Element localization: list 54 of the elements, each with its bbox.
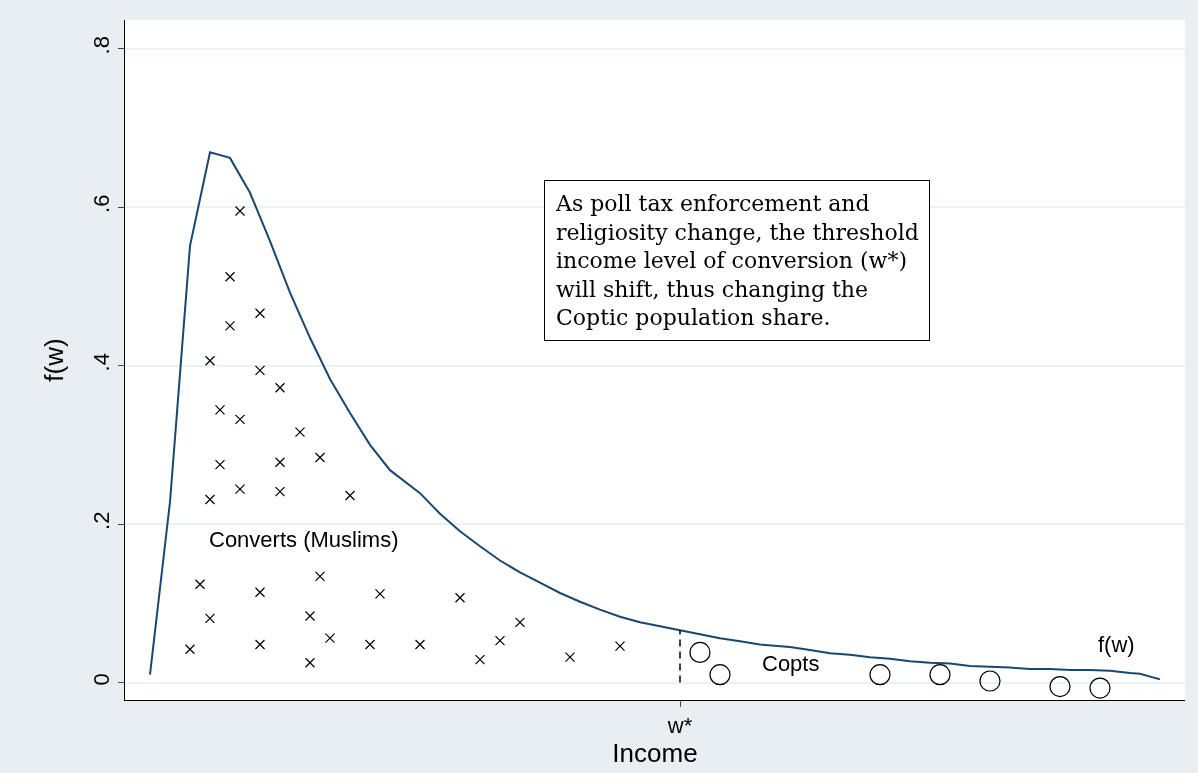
point — [614, 641, 626, 652]
point — [224, 320, 236, 332]
y-tick-label: .2 — [89, 511, 115, 530]
point — [194, 579, 206, 590]
annotation: As poll tax enforcement and religiosity change, the threshold income level of conversion (w*) will shift, thus changing the Coptic population share. — [555, 191, 919, 331]
annotation: f(w) — [1098, 632, 1135, 657]
point — [709, 664, 731, 686]
point — [1049, 675, 1071, 698]
point — [979, 670, 1001, 692]
point — [1089, 677, 1111, 699]
point — [294, 427, 306, 438]
y-axis-title: f(w) — [39, 338, 69, 382]
point — [869, 664, 891, 686]
point — [364, 639, 376, 650]
point — [234, 205, 246, 217]
point — [344, 490, 356, 501]
point — [454, 592, 466, 603]
point — [204, 494, 216, 505]
point — [514, 617, 526, 628]
point — [204, 355, 216, 366]
annotation: Converts (Muslims) — [209, 527, 399, 552]
point — [304, 610, 316, 622]
point — [254, 308, 266, 319]
point — [314, 452, 326, 463]
point — [214, 459, 226, 470]
point — [314, 571, 326, 582]
y-tick-label: .6 — [89, 194, 115, 213]
point — [234, 414, 246, 425]
point — [254, 639, 266, 650]
point — [324, 633, 336, 644]
point — [374, 588, 386, 599]
point — [494, 635, 506, 646]
point — [414, 639, 426, 650]
y-tick-label: .4 — [89, 353, 115, 372]
point — [214, 404, 226, 416]
point — [274, 457, 286, 468]
y-tick-label: 0 — [89, 673, 115, 686]
y-tick-label: .8 — [89, 36, 115, 55]
point — [234, 484, 246, 495]
point — [274, 486, 286, 497]
x-tick-label: w* — [666, 713, 693, 739]
point — [564, 652, 576, 663]
point — [254, 365, 266, 376]
point — [304, 657, 316, 668]
point — [689, 641, 711, 664]
point — [929, 664, 951, 686]
point — [224, 271, 236, 282]
point — [184, 644, 196, 655]
annotation: Copts — [762, 651, 820, 676]
point — [274, 382, 286, 393]
point — [254, 587, 266, 598]
point — [204, 613, 216, 624]
point — [474, 654, 486, 665]
x-axis-title: Income — [612, 738, 698, 769]
